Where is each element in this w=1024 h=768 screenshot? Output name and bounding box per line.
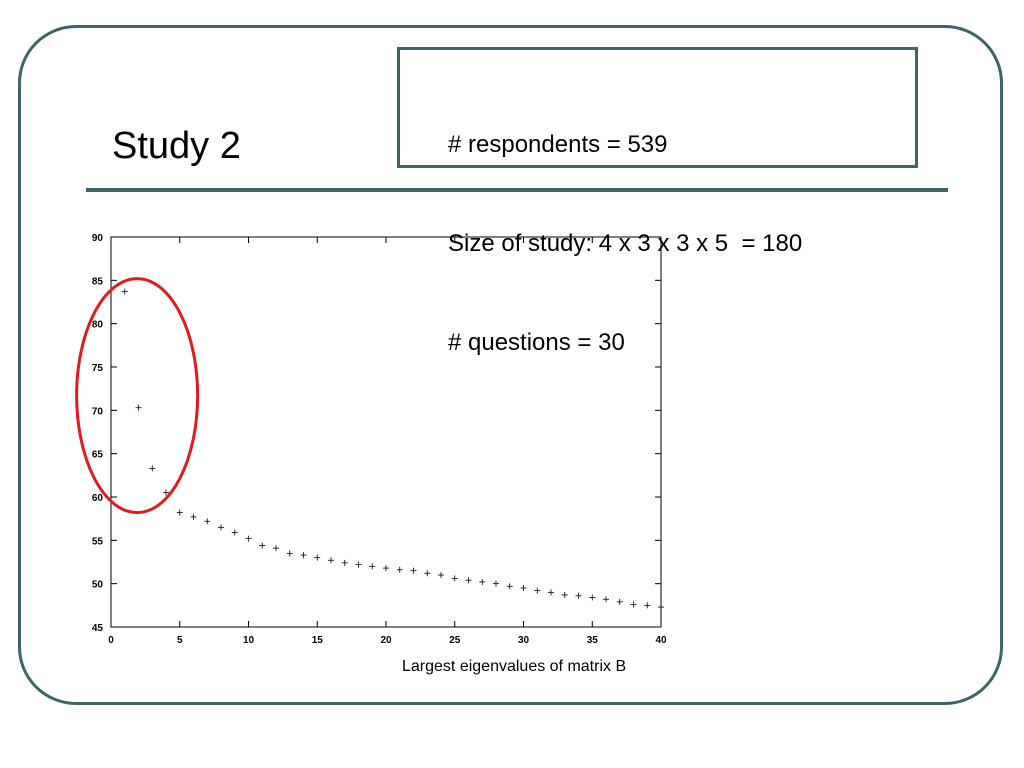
title-divider	[86, 188, 948, 192]
slide-title: Study 2	[112, 125, 241, 167]
chart-caption: Largest eigenvalues of matrix B	[402, 658, 627, 675]
info-line-questions: # questions = 30	[448, 329, 625, 356]
study-info-box: # respondents = 539 Size of study: 4 x 3…	[397, 47, 918, 356]
info-line-respondents: # respondents = 539	[448, 131, 668, 158]
info-line-study-size: Size of study: 4 x 3 x 3 x 5 = 180	[448, 230, 803, 257]
slide-frame	[18, 25, 1003, 705]
study-info-lines: # respondents = 539 Size of study: 4 x 3…	[448, 62, 802, 425]
